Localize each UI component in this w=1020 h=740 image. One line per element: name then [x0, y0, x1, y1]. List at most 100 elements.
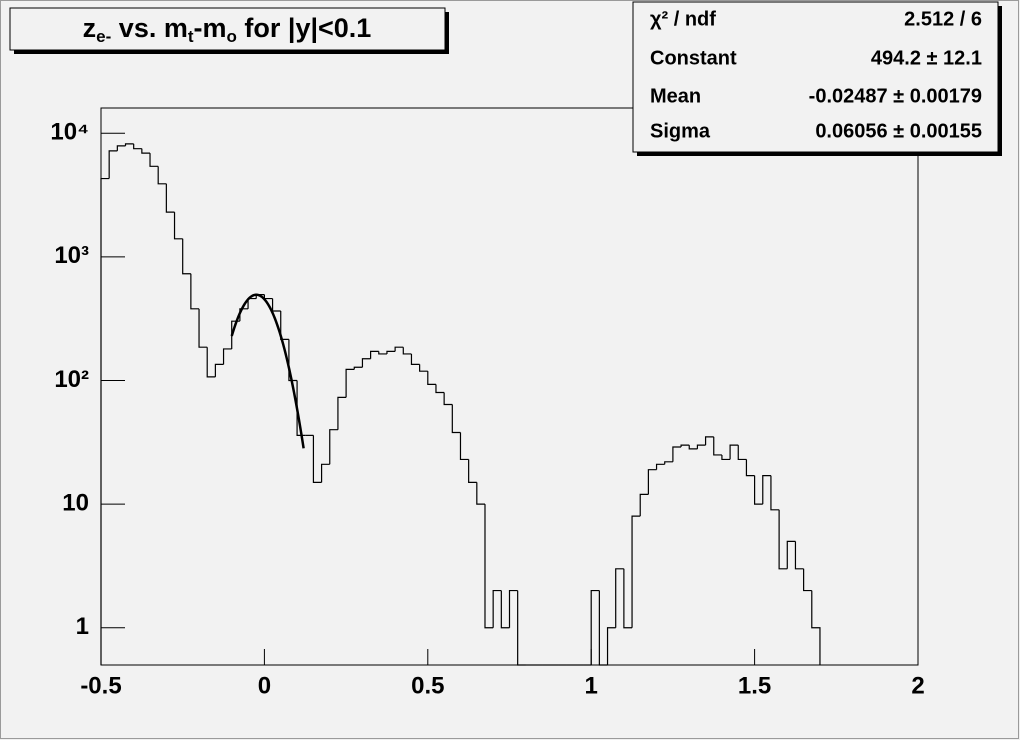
- stat-name: Constant: [650, 47, 737, 69]
- histogram-bin: [590, 589, 600, 665]
- y-tick-label: 1: [76, 613, 89, 640]
- histogram-bin: [631, 515, 641, 628]
- y-tick-label: 10: [62, 489, 89, 516]
- title-text: z: [83, 13, 97, 43]
- histogram-bin: [149, 153, 159, 167]
- histogram-bin: [443, 392, 453, 406]
- stat-value: 494.2 ± 12.1: [871, 47, 982, 69]
- plot: -0.5 0 0.5 1 1.5 2 1 10 10² 10³ 10⁴: [50, 119, 924, 700]
- histogram-bin: [386, 350, 396, 354]
- title-subscript: o: [227, 27, 237, 46]
- fit-curve: [230, 293, 305, 449]
- chart-title: ze- vs. mt-mo for |y|<0.1: [83, 13, 372, 46]
- histogram-bin: [190, 273, 200, 310]
- stat-name: Mean: [650, 85, 701, 107]
- histogram-bin: [312, 435, 322, 483]
- histogram-bin: [353, 366, 363, 370]
- histogram-bin: [116, 145, 126, 151]
- histogram-bin: [786, 540, 796, 569]
- stats-box: [632, 1, 999, 153]
- y-tick-label: 10³: [54, 242, 89, 269]
- histogram-bin: [762, 475, 771, 505]
- histogram-bin: [468, 459, 477, 483]
- histogram-bin: [222, 348, 232, 365]
- histogram-bin: [647, 469, 657, 495]
- title-text: vs. m: [111, 13, 188, 43]
- histogram-bin: [157, 166, 167, 185]
- x-tick-label: 0: [258, 672, 271, 699]
- stat-value: 2.512 / 6: [904, 8, 982, 30]
- histogram-bin: [288, 339, 298, 382]
- histogram-bin: [165, 183, 175, 213]
- histogram-bin: [688, 445, 698, 450]
- histogram-bin: [402, 347, 412, 355]
- histogram-bin: [737, 445, 747, 461]
- stat-value: -0.02487 ± 0.00179: [809, 85, 982, 107]
- histogram-bin: [410, 353, 420, 365]
- stat-value: 0.06056 ± 0.00155: [815, 120, 982, 142]
- histogram-bin: [198, 308, 208, 348]
- histogram-bin: [508, 589, 518, 628]
- title-text: -m: [194, 13, 227, 43]
- histogram-bin: [770, 475, 780, 511]
- histogram-bin: [459, 432, 469, 461]
- histogram-bin: [108, 150, 118, 179]
- histogram-bin: [345, 368, 355, 398]
- title-subscript: e-: [96, 27, 111, 46]
- histogram-bin: [721, 454, 731, 461]
- histogram-bin: [794, 541, 804, 570]
- frame: [100, 107, 919, 666]
- stat-name: Sigma: [650, 120, 711, 142]
- histogram-bin: [672, 446, 682, 462]
- histogram-bin: [435, 384, 445, 394]
- stat-name: χ² / ndf: [650, 8, 716, 30]
- histogram-bin: [615, 568, 624, 628]
- histogram-bin: [329, 429, 338, 465]
- histogram-bin: [451, 404, 461, 434]
- histogram-bin: [639, 493, 649, 517]
- y-tick-label: 10²: [54, 366, 89, 393]
- histogram-bin: [713, 436, 722, 456]
- histogram-bin: [337, 396, 347, 430]
- histogram-bin: [427, 371, 436, 386]
- histogram-bin: [704, 436, 714, 446]
- histogram-bin: [100, 177, 110, 665]
- histogram-bin: [803, 568, 812, 592]
- histogram-bin: [214, 363, 224, 377]
- histogram-bin: [623, 568, 633, 629]
- histogram-bin: [492, 589, 502, 628]
- histogram-bin: [361, 358, 371, 368]
- histogram-bin: [124, 143, 134, 146]
- histogram-bin: [370, 350, 379, 359]
- histogram-bin: [598, 590, 608, 666]
- histogram-bin: [606, 627, 616, 665]
- histogram-bin: [500, 590, 510, 629]
- histogram-bin: [394, 346, 404, 352]
- histogram-bin: [811, 590, 821, 665]
- title-text: for |y|<0.1: [237, 13, 371, 43]
- histogram-bin: [182, 238, 191, 275]
- histogram-bin: [655, 463, 665, 470]
- x-tick-label: 1.5: [738, 672, 771, 699]
- histogram-bin: [754, 475, 763, 505]
- histogram-bin: [239, 308, 249, 322]
- histogram-bin: [664, 461, 673, 465]
- histogram-bin: [680, 444, 690, 447]
- x-tick-label: 2: [911, 672, 924, 699]
- x-tick-label: -0.5: [80, 672, 121, 699]
- histogram-bin: [517, 590, 526, 666]
- stats: χ² / ndf 2.512 / 6 Constant 494.2 ± 12.1 Mea…: [650, 8, 982, 142]
- histogram-bin: [696, 444, 706, 449]
- histogram-bin: [133, 143, 142, 150]
- histogram-bin: [419, 364, 428, 372]
- histogram-bin: [476, 482, 485, 505]
- histogram-bin: [484, 504, 494, 629]
- histogram-bin: [320, 463, 330, 483]
- histogram-bin: [378, 351, 387, 355]
- histogram-bin: [745, 459, 755, 477]
- histogram-bin: [778, 509, 788, 570]
- title-subscript: t: [188, 27, 194, 46]
- x-tick-label: 1: [585, 672, 598, 699]
- histogram-bin: [141, 148, 151, 154]
